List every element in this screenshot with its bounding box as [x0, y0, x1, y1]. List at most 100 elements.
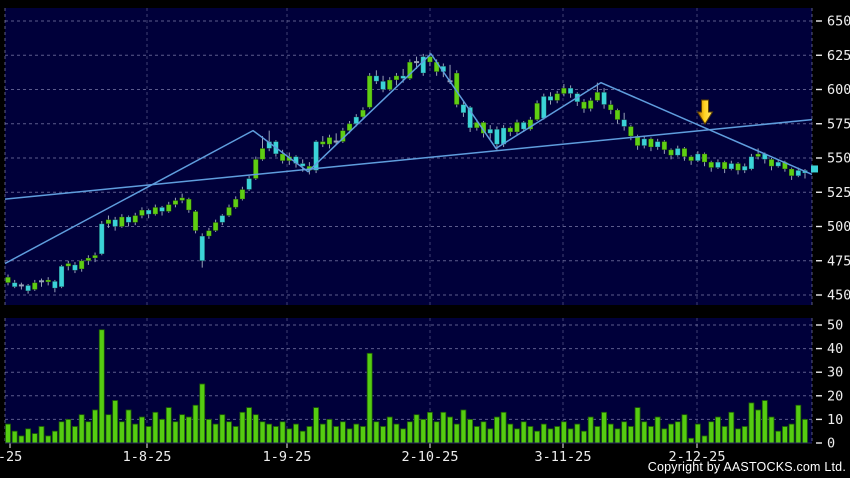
candle-body: [560, 87, 567, 95]
candle-body: [681, 148, 688, 158]
volume-bar: [728, 411, 735, 444]
candle-body: [494, 128, 500, 145]
volume-bar: [293, 423, 299, 444]
candle-body: [105, 219, 112, 225]
zigzag-line: [4, 53, 813, 265]
candle-body: [715, 161, 721, 168]
volume-bar: [775, 430, 782, 444]
volume-bar: [132, 423, 139, 444]
candle-body: [601, 91, 607, 105]
candle-body: [554, 93, 561, 101]
volume-bar: [393, 423, 400, 444]
volume-bar: [447, 416, 453, 444]
volume-bar: [185, 416, 192, 444]
volume-bar: [420, 418, 427, 444]
volume-bar: [18, 435, 25, 444]
volume-bar: [232, 426, 239, 444]
candle-body: [313, 141, 319, 171]
volume-bar: [527, 426, 534, 444]
candle-body: [614, 109, 621, 121]
candle-body: [212, 221, 219, 232]
price-tick-label: 500: [827, 219, 850, 235]
x-axis-label: -25: [0, 449, 22, 465]
volume-bar: [112, 400, 119, 444]
volume-bar: [38, 426, 45, 444]
candle-body: [239, 189, 246, 200]
volume-bar: [25, 428, 31, 444]
volume-bar: [581, 430, 587, 444]
volume-bar: [540, 423, 547, 444]
volume-tick-label: 30: [827, 365, 843, 381]
trendline: [4, 118, 813, 200]
volume-bar: [654, 416, 661, 444]
candle-body: [353, 116, 360, 125]
candle-body: [139, 209, 145, 216]
x-axis-label: 3-11-25: [535, 449, 592, 465]
candle-body: [741, 165, 748, 171]
volume-bar: [139, 416, 145, 444]
volume-bar: [199, 383, 206, 444]
volume-bar: [735, 428, 741, 444]
volume-bar: [179, 414, 186, 444]
volume-bar: [306, 426, 313, 444]
volume-bar: [795, 404, 802, 444]
candle-body: [386, 79, 393, 90]
volume-bar: [92, 409, 98, 444]
volume-bar: [72, 426, 78, 444]
volume-bar: [668, 423, 674, 444]
volume-bar: [272, 426, 279, 444]
candle-body: [688, 156, 695, 162]
candle-body: [98, 223, 105, 255]
volume-bar: [607, 423, 614, 444]
volume-bar: [648, 426, 654, 444]
volume-bar: [326, 418, 333, 444]
volume-bar: [453, 423, 460, 444]
candle-body: [380, 80, 386, 90]
candle-body: [581, 101, 587, 110]
candle-body: [694, 153, 701, 162]
volume-bar: [165, 407, 172, 444]
candle-body: [132, 215, 139, 223]
candle-body: [179, 197, 186, 201]
candle-body: [11, 282, 18, 288]
price-tick-label: 525: [827, 185, 850, 201]
volume-bar: [500, 411, 507, 444]
candle-body: [648, 138, 654, 148]
volume-bar: [788, 423, 795, 444]
price-tick-label: 550: [827, 151, 850, 167]
volume-bar: [51, 430, 58, 444]
volume-bar: [460, 409, 467, 444]
price-tick-label: 600: [827, 82, 850, 98]
volume-bar: [105, 414, 112, 444]
candle-body: [145, 209, 152, 215]
x-axis-label: 1-9-25: [263, 449, 312, 465]
candle-body: [654, 141, 661, 148]
candle-body: [795, 169, 802, 177]
volume-bar: [514, 428, 520, 444]
volume-bar: [353, 423, 360, 444]
candle-body: [326, 137, 333, 145]
volume-bar: [507, 423, 514, 444]
volume-bar: [554, 426, 561, 444]
volume-bar: [574, 423, 581, 444]
volume-bar: [152, 411, 159, 444]
volume-bar: [78, 414, 85, 444]
volume-bar: [681, 414, 688, 444]
price-tick-label: 475: [827, 253, 850, 269]
volume-bar: [339, 421, 346, 444]
candle-body: [668, 149, 674, 156]
candle-body: [219, 215, 226, 223]
candle-body: [460, 104, 467, 114]
volume-bar: [313, 407, 319, 444]
volume-bar: [386, 416, 393, 444]
candle-body: [540, 95, 547, 119]
volume-bar: [748, 402, 755, 444]
candle-body: [185, 198, 192, 211]
candle-body: [206, 230, 212, 237]
volume-tick-label: 20: [827, 388, 843, 404]
candle-body: [319, 141, 326, 145]
candle-body: [735, 163, 741, 171]
candle-body: [788, 168, 795, 177]
volume-bar: [547, 428, 554, 444]
volume-bar: [701, 435, 708, 444]
